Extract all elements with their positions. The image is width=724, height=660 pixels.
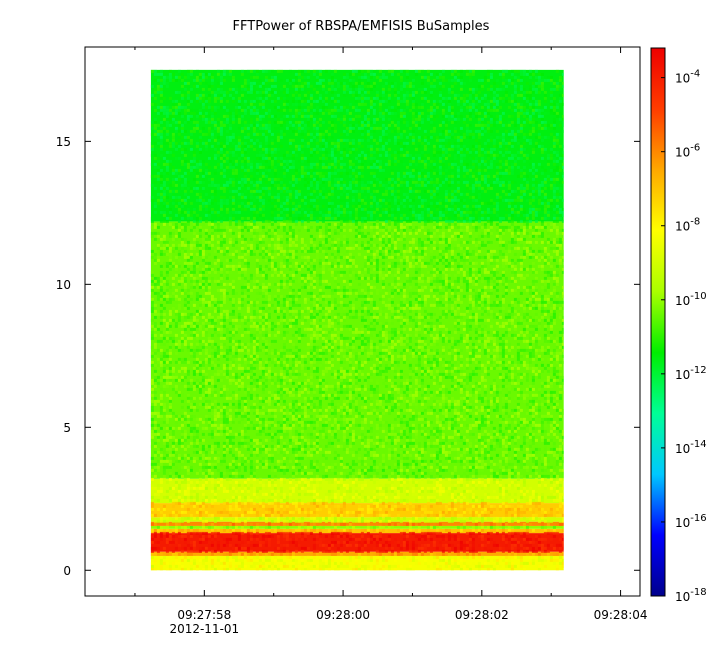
x-tick-label: 09:28:00 bbox=[316, 608, 370, 622]
colorbar-gradient bbox=[651, 48, 665, 596]
colorbar-tick-label: 10-6 bbox=[675, 143, 700, 160]
colorbar-tick-label: 10-4 bbox=[675, 69, 700, 86]
colorbar: 10-4 10-6 10-8 10-10 10-12 10-14 10-16 10-18 bbox=[651, 48, 707, 604]
colorbar-tick-label: 10-8 bbox=[675, 217, 700, 234]
colorbar-tick-label: 10-10 bbox=[675, 291, 707, 308]
y-tick-label: 15 bbox=[56, 135, 71, 149]
colorbar-tick-label: 10-12 bbox=[675, 365, 707, 382]
x-tick-date-label: 2012-11-01 bbox=[169, 622, 239, 636]
y-tick-label: 5 bbox=[63, 421, 71, 435]
y-tick-label: 10 bbox=[56, 278, 71, 292]
colorbar-tick-label: 10-14 bbox=[675, 439, 707, 456]
y-tick-label: 0 bbox=[63, 564, 71, 578]
x-tick-label: 09:28:02 bbox=[455, 608, 509, 622]
colorbar-tick-label: 10-18 bbox=[675, 587, 707, 604]
x-tick-label: 09:27:58 bbox=[177, 608, 231, 622]
x-tick-label: 09:28:04 bbox=[594, 608, 648, 622]
plot-area bbox=[85, 47, 640, 596]
colorbar-tick-label: 10-16 bbox=[675, 513, 707, 530]
chart-title: FFTPower of RBSPA/EMFISIS BuSamples bbox=[233, 19, 490, 34]
